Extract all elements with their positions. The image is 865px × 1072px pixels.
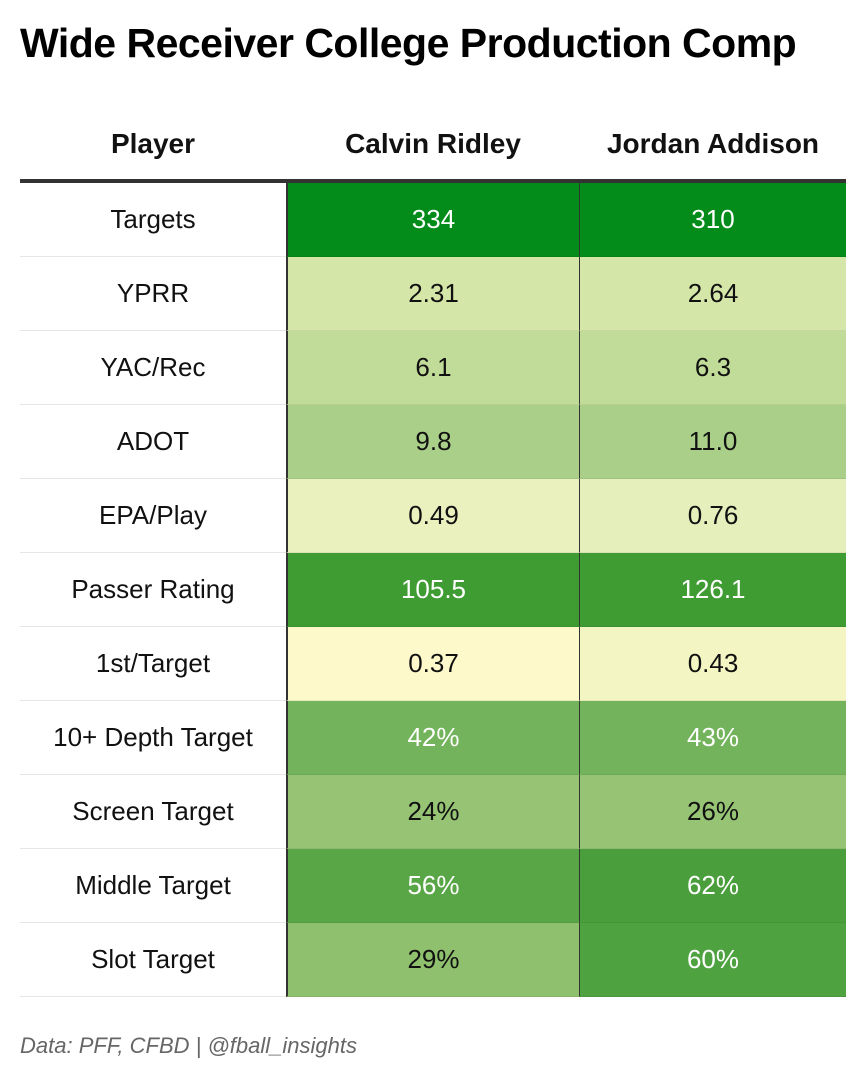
table-row: EPA/Play 0.49 0.76 [20,479,846,553]
table-row: Middle Target 56% 62% [20,849,846,923]
row-label: Passer Rating [20,553,286,627]
table-header: Player Calvin Ridley Jordan Addison [20,108,846,183]
value-cell-jordan-addison: 43% [580,701,846,775]
table-row: Passer Rating 105.5 126.1 [20,553,846,627]
value-cell-calvin-ridley: 2.31 [286,257,580,331]
column-header-jordan-addison: Jordan Addison [606,127,820,159]
value-cell-calvin-ridley: 105.5 [286,553,580,627]
table-row: YPRR 2.31 2.64 [20,257,846,331]
value-cell-jordan-addison: 0.76 [580,479,846,553]
value-cell-jordan-addison: 310 [580,183,846,257]
row-label: Targets [20,183,286,257]
value-cell-calvin-ridley: 9.8 [286,405,580,479]
table-row: 1st/Target 0.37 0.43 [20,627,846,701]
value-cell-jordan-addison: 0.43 [580,627,846,701]
table-row: 10+ Depth Target 42% 43% [20,701,846,775]
value-cell-calvin-ridley: 0.37 [286,627,580,701]
table-row: ADOT 9.8 11.0 [20,405,846,479]
value-cell-calvin-ridley: 24% [286,775,580,849]
table-body: Targets 334 310 YPRR 2.31 2.64 YAC/Rec 6.1 6.3 AD… [20,183,846,997]
value-cell-jordan-addison: 26% [580,775,846,849]
table-row: Targets 334 310 [20,183,846,257]
value-cell-jordan-addison: 2.64 [580,257,846,331]
row-label: Screen Target [20,775,286,849]
row-label: YPRR [20,257,286,331]
row-label: Middle Target [20,849,286,923]
row-label: YAC/Rec [20,331,286,405]
column-header-player: Player [110,127,196,159]
row-label: EPA/Play [20,479,286,553]
value-cell-jordan-addison: 60% [580,923,846,997]
value-cell-calvin-ridley: 29% [286,923,580,997]
value-cell-calvin-ridley: 56% [286,849,580,923]
page-title: Wide Receiver College Production Comp [20,20,797,66]
table-row: Slot Target 29% 60% [20,923,846,997]
value-cell-calvin-ridley: 334 [286,183,580,257]
value-cell-jordan-addison: 126.1 [580,553,846,627]
value-cell-jordan-addison: 62% [580,849,846,923]
value-cell-calvin-ridley: 6.1 [286,331,580,405]
table-row: YAC/Rec 6.1 6.3 [20,331,846,405]
value-cell-jordan-addison: 6.3 [580,331,846,405]
row-label: 10+ Depth Target [20,701,286,775]
source-note: Data: PFF, CFBD | @fball_insights [20,1033,357,1058]
comparison-table: Player Calvin Ridley Jordan Addison Targ… [20,108,846,997]
row-label: 1st/Target [20,627,286,701]
row-label: ADOT [20,405,286,479]
row-label: Slot Target [20,923,286,997]
column-header-calvin-ridley: Calvin Ridley [345,127,521,159]
value-cell-jordan-addison: 11.0 [580,405,846,479]
value-cell-calvin-ridley: 42% [286,701,580,775]
value-cell-calvin-ridley: 0.49 [286,479,580,553]
table-row: Screen Target 24% 26% [20,775,846,849]
